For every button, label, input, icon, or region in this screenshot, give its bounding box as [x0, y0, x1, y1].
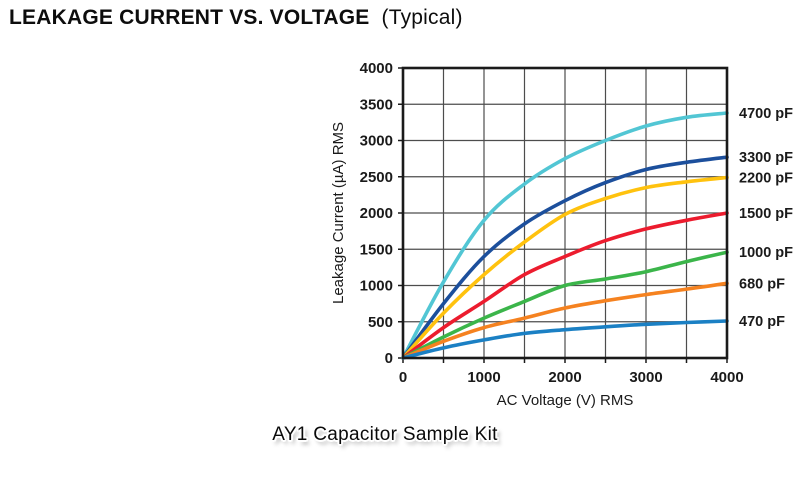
series-label-4700-pf: 4700 pF [739, 106, 793, 122]
y-tick-label: 3000 [360, 133, 393, 150]
series-curve-4700-pf [401, 111, 729, 360]
x-tick-label: 0 [399, 369, 407, 386]
y-tick-label: 4000 [360, 60, 393, 77]
chart-plot-svg: 4700 pF 3300 pF 2200 pF 1500 pF 1000 pF 680 p… [330, 60, 793, 409]
series-curve-1000-pf [401, 250, 729, 360]
series-curve-3300-pf [401, 155, 729, 360]
x-tick-label: 1000 [467, 369, 500, 386]
series-curve-680-pf [401, 281, 729, 360]
x-tick-label: 2000 [548, 369, 581, 386]
series-label-470-pf: 470 pF [739, 314, 785, 330]
y-axis-title: Leakage Current (µA) RMS [330, 122, 347, 304]
y-tick-label: 0 [385, 350, 393, 367]
page-title: LEAKAGE CURRENT VS. VOLTAGE (Typical) [9, 6, 463, 30]
x-tick-label: 3000 [629, 369, 662, 386]
chart-caption: AY1 Capacitor Sample Kit [272, 424, 498, 445]
series-label-1500-pf: 1500 pF [739, 206, 793, 222]
y-tick-label: 2500 [360, 169, 393, 186]
series-label-3300-pf: 3300 pF [739, 150, 793, 166]
x-axis-title: AC Voltage (V) RMS [497, 392, 634, 409]
y-tick-label: 1000 [360, 278, 393, 295]
y-tick-label: 1500 [360, 241, 393, 258]
x-tick-label: 4000 [710, 369, 743, 386]
page-title-main: LEAKAGE CURRENT VS. VOLTAGE [9, 6, 370, 29]
series-curve-470-pf [401, 319, 729, 360]
y-tick-label: 500 [368, 314, 393, 331]
series-label-2200-pf: 2200 pF [739, 170, 793, 186]
series-curve-2200-pf [401, 175, 729, 360]
series-curve-1500-pf [401, 211, 729, 360]
series-label-1000-pf: 1000 pF [739, 245, 793, 261]
y-tick-label: 3500 [360, 96, 393, 113]
series-label-680-pf: 680 pF [739, 276, 785, 292]
page-title-suffix: (Typical) [381, 6, 463, 29]
y-tick-label: 2000 [360, 205, 393, 222]
